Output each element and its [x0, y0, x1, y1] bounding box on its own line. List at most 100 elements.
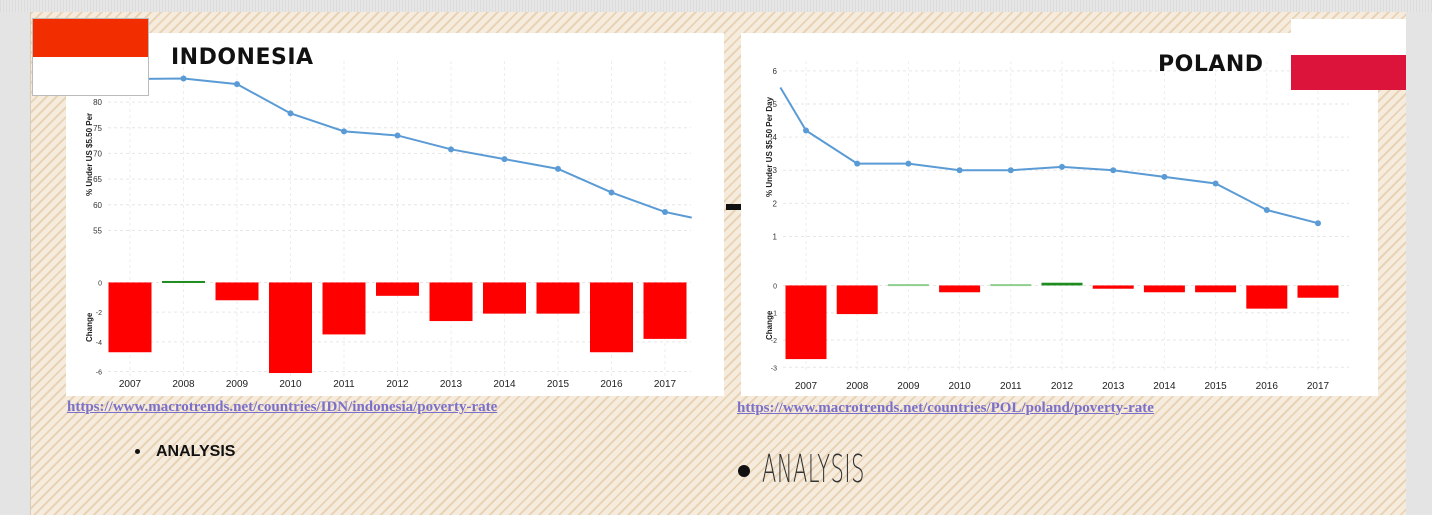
y-tick-label: 3 [773, 166, 778, 175]
data-point [854, 160, 861, 167]
x-tick-label: 2007 [795, 381, 818, 392]
poland-source-link[interactable]: https://www.macrotrends.net/countries/PO… [737, 400, 1154, 416]
data-point [1110, 167, 1117, 174]
indonesia-title: INDONESIA [171, 45, 314, 70]
change-axis-label: Change [85, 312, 94, 342]
top-strip [0, 0, 1432, 12]
indonesia-source-link[interactable]: https://www.macrotrends.net/countries/ID… [67, 399, 498, 415]
change-bar [1297, 285, 1339, 298]
x-tick-label: 2012 [1051, 381, 1074, 392]
x-tick-label: 2016 [1256, 381, 1279, 392]
indonesia-flag-red [33, 19, 148, 57]
change-bar [1195, 285, 1237, 293]
x-tick-label: 2013 [1102, 381, 1125, 392]
analysis-text-large: ANALYSIS [762, 447, 865, 491]
x-tick-label: 2013 [440, 379, 463, 390]
data-point [180, 75, 187, 82]
analysis-text-small: ANALYSIS [156, 443, 236, 460]
change-bar [215, 282, 259, 301]
change-tick-label: -1 [771, 311, 777, 318]
y-tick-label: 55 [93, 226, 102, 235]
y-axis-label: % Under US $5.50 Per Day [765, 96, 774, 197]
y-tick-label: 4 [773, 133, 778, 142]
x-tick-label: 2015 [547, 379, 570, 390]
y-tick-label: 1 [773, 232, 778, 241]
change-bar [1246, 285, 1288, 309]
data-point [448, 146, 454, 153]
indonesia-flag-white [33, 57, 148, 95]
x-tick-label: 2012 [386, 379, 409, 390]
change-axis-label: Change [765, 310, 774, 340]
indonesia-chart: 55 60 65 70 75 80 % Under US $5.50 Per 0 -2 -4 -6 C… [85, 61, 692, 390]
x-tick-label: 2010 [279, 379, 302, 390]
y-tick-label: 75 [93, 124, 102, 133]
change-tick-label: -2 [771, 338, 777, 345]
data-point [803, 127, 809, 134]
change-tick-label: -4 [96, 340, 102, 347]
change-bar [785, 285, 827, 360]
change-tick-label: -3 [771, 365, 777, 372]
change-bar [1092, 285, 1134, 289]
analysis-text-large-label: ANALYSIS [762, 447, 865, 491]
poland-flag-white [1291, 19, 1406, 55]
data-point [555, 165, 561, 172]
poland-chart-panel: 1 2 3 4 5 6 % Under US $5.50 Per Day 0 -1 -2 -3 Cha… [741, 33, 1378, 396]
center-dash [726, 204, 741, 210]
change-bar [429, 282, 473, 322]
x-tick-label: 2010 [948, 381, 971, 392]
x-tick-label: 2007 [119, 379, 142, 390]
indonesia-chart-panel: 55 60 65 70 75 80 % Under US $5.50 Per 0 -2 -4 -6 C… [66, 33, 724, 396]
change-tick-label: -6 [96, 370, 102, 377]
data-point [1315, 220, 1321, 227]
data-point [1161, 173, 1168, 180]
data-point [662, 208, 668, 215]
indonesia-flag [32, 18, 149, 96]
data-point [501, 156, 508, 163]
poland-flag [1291, 19, 1406, 90]
poland-title: POLAND [1158, 52, 1264, 77]
data-point [234, 81, 240, 88]
x-tick-label: 2017 [1307, 381, 1330, 392]
x-tick-label: 2011 [1000, 381, 1022, 392]
x-tick-label: 2011 [333, 379, 355, 390]
change-bar [536, 282, 580, 314]
change-bar [376, 282, 419, 296]
data-point [905, 160, 912, 167]
poverty-rate-line [779, 86, 1319, 225]
y-tick-label: 70 [93, 149, 102, 158]
analysis-bullet-small: ANALYSIS [135, 443, 235, 461]
x-tick-label: 2009 [226, 379, 249, 390]
change-bar [643, 282, 687, 339]
change-bar [939, 285, 981, 293]
x-tick-label: 2017 [654, 379, 677, 390]
poland-chart: 1 2 3 4 5 6 % Under US $5.50 Per Day 0 -1 -2 -3 Cha… [765, 61, 1349, 392]
bullet-dot [135, 449, 140, 455]
data-point [394, 132, 401, 139]
data-point [287, 110, 294, 117]
data-point [1212, 180, 1219, 187]
y-tick-label: 65 [93, 175, 102, 184]
x-tick-label: 2009 [897, 381, 920, 392]
change-bar [836, 285, 878, 315]
y-tick-label: 6 [773, 67, 778, 76]
change-bar [269, 282, 312, 374]
change-tick-label: 0 [773, 283, 777, 290]
data-point [608, 189, 615, 196]
change-bar [1143, 285, 1185, 293]
change-bar [990, 284, 1032, 287]
change-bar [887, 284, 929, 287]
x-tick-label: 2014 [1153, 381, 1176, 392]
change-bar [322, 282, 366, 335]
data-point [341, 128, 347, 135]
data-point [1263, 206, 1270, 213]
change-tick-label: 0 [98, 280, 102, 287]
y-tick-label: 60 [93, 201, 102, 210]
bullet-dot-large [738, 465, 750, 477]
change-tick-label: -2 [96, 310, 102, 317]
x-tick-label: 2015 [1204, 381, 1227, 392]
change-bar [1041, 282, 1083, 286]
y-axis-label: % Under US $5.50 Per [85, 113, 94, 196]
data-point [956, 167, 963, 174]
data-point [1059, 163, 1065, 170]
poland-flag-red [1291, 54, 1406, 90]
